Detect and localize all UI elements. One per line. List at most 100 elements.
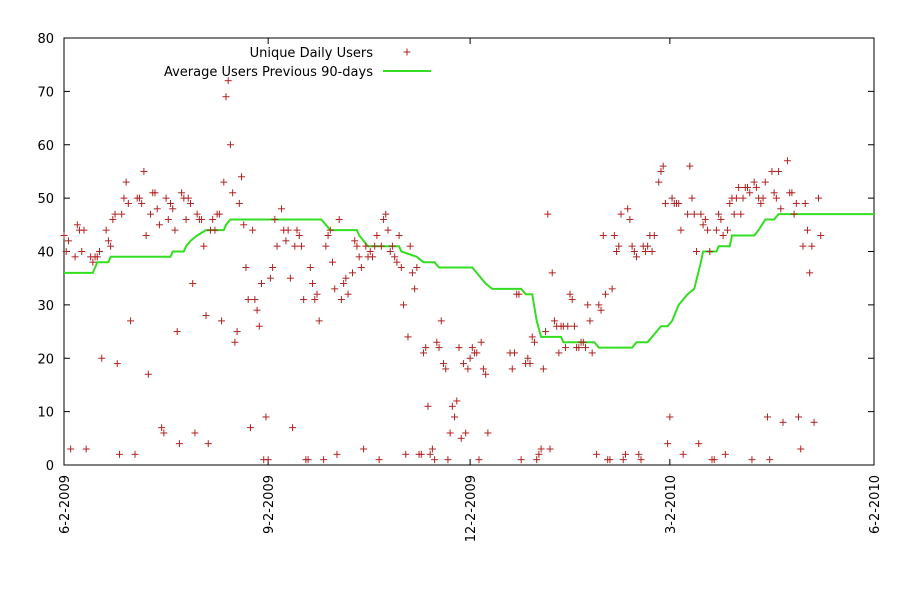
data-point: [641, 248, 649, 255]
data-point: [608, 285, 616, 293]
data-point: [748, 456, 756, 464]
data-point: [759, 194, 767, 202]
data-point: [377, 242, 385, 250]
data-point: [189, 280, 197, 288]
data-point: [766, 456, 774, 464]
data-point: [515, 290, 523, 298]
data-point: [184, 194, 192, 202]
average-line-path: [64, 213, 874, 349]
data-point: [735, 183, 743, 191]
data-point: [428, 445, 436, 453]
data-point: [264, 456, 272, 464]
data-point: [200, 242, 208, 250]
data-point: [384, 226, 392, 234]
data-point: [657, 167, 665, 175]
data-point: [744, 183, 752, 191]
data-point: [679, 450, 687, 458]
data-point: [624, 205, 632, 213]
data-point: [435, 344, 443, 352]
data-point: [719, 231, 727, 239]
data-point: [617, 210, 625, 218]
data-point: [326, 226, 334, 234]
data-point: [699, 221, 707, 229]
data-point: [724, 226, 732, 234]
data-point: [801, 199, 809, 207]
y-tick-label: 60: [37, 139, 54, 154]
data-point: [209, 215, 217, 223]
data-point: [324, 231, 332, 239]
data-point: [404, 333, 412, 341]
data-point: [817, 231, 825, 239]
data-point: [78, 248, 86, 255]
data-point: [426, 450, 434, 458]
data-point: [466, 354, 474, 362]
data-point: [144, 370, 152, 378]
legend-label-average-users: Average Users Previous 90-days: [164, 65, 373, 80]
data-point: [417, 450, 425, 458]
data-point: [710, 456, 718, 464]
data-point: [96, 248, 104, 255]
data-point: [730, 210, 738, 218]
data-point: [535, 450, 543, 458]
data-point: [300, 296, 308, 304]
data-point: [715, 210, 723, 218]
data-point: [721, 450, 729, 458]
data-point: [102, 226, 110, 234]
data-point: [60, 231, 68, 239]
data-point: [528, 333, 536, 341]
data-point: [80, 226, 88, 234]
data-point: [420, 349, 428, 357]
data-point: [331, 285, 339, 293]
data-point: [169, 205, 177, 213]
data-point: [286, 274, 294, 282]
data-point: [555, 349, 563, 357]
data-point: [530, 338, 538, 346]
data-point: [697, 210, 705, 218]
data-point: [761, 178, 769, 186]
data-point: [337, 296, 345, 304]
data-point: [475, 456, 483, 464]
data-point: [739, 194, 747, 202]
data-point: [306, 264, 314, 272]
plot-area-border: [63, 37, 875, 466]
data-point: [355, 253, 363, 261]
legend-plus-glyph: [403, 48, 411, 56]
data-point: [550, 317, 558, 325]
data-point: [726, 199, 734, 207]
data-point: [777, 205, 785, 213]
data-point: [770, 189, 778, 197]
data-point: [615, 242, 623, 250]
data-point: [459, 360, 467, 368]
data-point: [539, 365, 547, 373]
data-point: [692, 248, 700, 255]
data-point: [320, 456, 328, 464]
data-point: [266, 274, 274, 282]
data-point: [171, 226, 179, 234]
data-point: [795, 413, 803, 421]
data-point: [686, 162, 694, 170]
data-point: [342, 274, 350, 282]
data-point: [595, 301, 603, 309]
data-point: [175, 440, 183, 448]
data-point: [344, 290, 352, 298]
data-point: [633, 253, 641, 261]
data-point: [295, 231, 303, 239]
data-point: [71, 253, 79, 261]
data-point: [593, 450, 601, 458]
data-point: [142, 231, 150, 239]
data-point: [717, 215, 725, 223]
data-point: [706, 248, 714, 255]
data-point: [235, 199, 243, 207]
data-point: [238, 173, 246, 181]
data-point: [783, 157, 791, 165]
data-point: [64, 237, 72, 245]
data-point: [226, 141, 234, 149]
data-point: [462, 429, 470, 437]
data-point: [162, 194, 170, 202]
data-point: [422, 344, 430, 352]
data-point: [406, 242, 414, 250]
data-point: [584, 301, 592, 309]
data-point: [120, 194, 128, 202]
y-tick-label: 30: [37, 299, 54, 314]
